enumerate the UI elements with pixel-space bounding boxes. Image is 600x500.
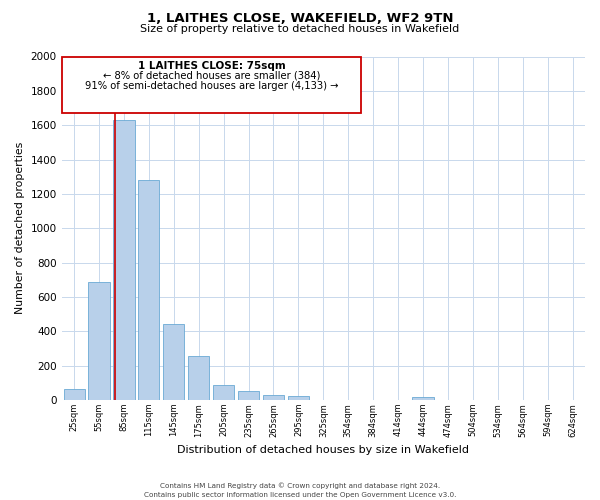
Bar — [88, 282, 110, 400]
Y-axis label: Number of detached properties: Number of detached properties — [15, 142, 25, 314]
Text: 1 LAITHES CLOSE: 75sqm: 1 LAITHES CLOSE: 75sqm — [137, 61, 286, 71]
Bar — [263, 395, 284, 400]
Bar — [213, 384, 234, 400]
FancyBboxPatch shape — [62, 58, 361, 113]
Text: Contains public sector information licensed under the Open Government Licence v3: Contains public sector information licen… — [144, 492, 456, 498]
Bar — [412, 398, 434, 400]
Bar — [64, 389, 85, 400]
Text: Size of property relative to detached houses in Wakefield: Size of property relative to detached ho… — [140, 24, 460, 34]
Text: Contains HM Land Registry data © Crown copyright and database right 2024.: Contains HM Land Registry data © Crown c… — [160, 482, 440, 489]
Bar — [288, 396, 309, 400]
Bar — [238, 392, 259, 400]
Bar — [138, 180, 160, 400]
Bar — [163, 324, 184, 400]
Bar — [188, 356, 209, 400]
Text: 1, LAITHES CLOSE, WAKEFIELD, WF2 9TN: 1, LAITHES CLOSE, WAKEFIELD, WF2 9TN — [147, 12, 453, 26]
Text: ← 8% of detached houses are smaller (384): ← 8% of detached houses are smaller (384… — [103, 70, 320, 80]
X-axis label: Distribution of detached houses by size in Wakefield: Distribution of detached houses by size … — [178, 445, 469, 455]
Text: 91% of semi-detached houses are larger (4,133) →: 91% of semi-detached houses are larger (… — [85, 80, 338, 90]
Bar — [113, 120, 134, 400]
